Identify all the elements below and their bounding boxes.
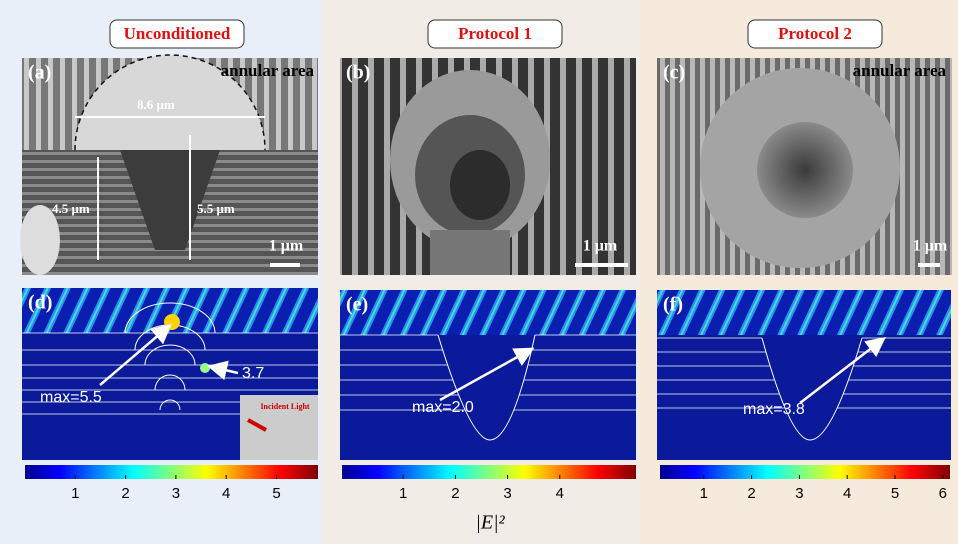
figure: Unconditioned Protocol 1 Protocol 2 (a) … xyxy=(0,0,958,544)
field-map-d xyxy=(22,288,318,460)
colorbar-tick-label: 4 xyxy=(222,485,230,502)
colorbar-tick-label: 1 xyxy=(71,485,79,502)
dimension-label: 8.6 μm xyxy=(137,97,175,112)
shape xyxy=(450,150,510,220)
column-header: Protocol 1 xyxy=(458,24,532,43)
annotation: annular area xyxy=(853,61,947,80)
scale-bar-label: 1 μm xyxy=(583,238,618,255)
scale-bar-label: 1 μm xyxy=(913,238,948,255)
annotation: max=3.8 xyxy=(743,401,805,418)
field-map-e xyxy=(340,290,636,460)
scale-bar-label: 1 μm xyxy=(269,238,304,255)
sem-image-c xyxy=(657,58,952,275)
panel-label: (c) xyxy=(663,62,685,84)
panel-label: (f) xyxy=(663,294,683,316)
dimension-label: 5.5 μm xyxy=(197,201,235,216)
annotation: max=5.5 xyxy=(40,389,102,406)
colorbar-tick-label: 2 xyxy=(451,485,459,502)
colorbar-tick-label: 2 xyxy=(121,485,129,502)
shape xyxy=(200,363,210,373)
panel-label: (e) xyxy=(346,294,368,316)
colorbar xyxy=(25,465,318,479)
column-header: Unconditioned xyxy=(124,24,231,43)
colorbar-tick-label: 4 xyxy=(556,485,564,502)
panel-label: (d) xyxy=(28,292,52,314)
shape xyxy=(340,290,636,335)
colorbar xyxy=(342,465,636,479)
shape xyxy=(430,230,510,275)
colorbar-tick-label: 6 xyxy=(939,485,947,502)
colorbar-tick-label: 4 xyxy=(843,485,851,502)
shape xyxy=(657,290,951,335)
shape xyxy=(757,122,853,218)
colorbar-tick-label: 2 xyxy=(747,485,755,502)
colorbar-tick-label: 3 xyxy=(503,485,511,502)
colorbar-tick-label: 5 xyxy=(891,485,899,502)
column-header: Protocol 2 xyxy=(778,24,852,43)
field-map-f xyxy=(657,290,951,460)
colorbar-tick-label: 5 xyxy=(272,485,280,502)
panel-label: (a) xyxy=(28,62,51,84)
inset-label: Incident Light xyxy=(260,402,309,411)
dimension-label: 4.5 μm xyxy=(52,201,90,216)
colorbar-tick-label: 3 xyxy=(172,485,180,502)
annotation: max=2.0 xyxy=(412,399,474,416)
page: Unconditioned Protocol 1 Protocol 2 (a) … xyxy=(0,0,958,544)
colorbar-tick-label: 3 xyxy=(795,485,803,502)
annotation: 3.7 xyxy=(242,365,264,382)
colorbar-tick-label: 1 xyxy=(700,485,708,502)
panel-label: (b) xyxy=(346,62,370,84)
colorbar-label: |E|² xyxy=(475,512,505,534)
annotation: annular area xyxy=(221,61,315,80)
colorbar-tick-label: 1 xyxy=(399,485,407,502)
